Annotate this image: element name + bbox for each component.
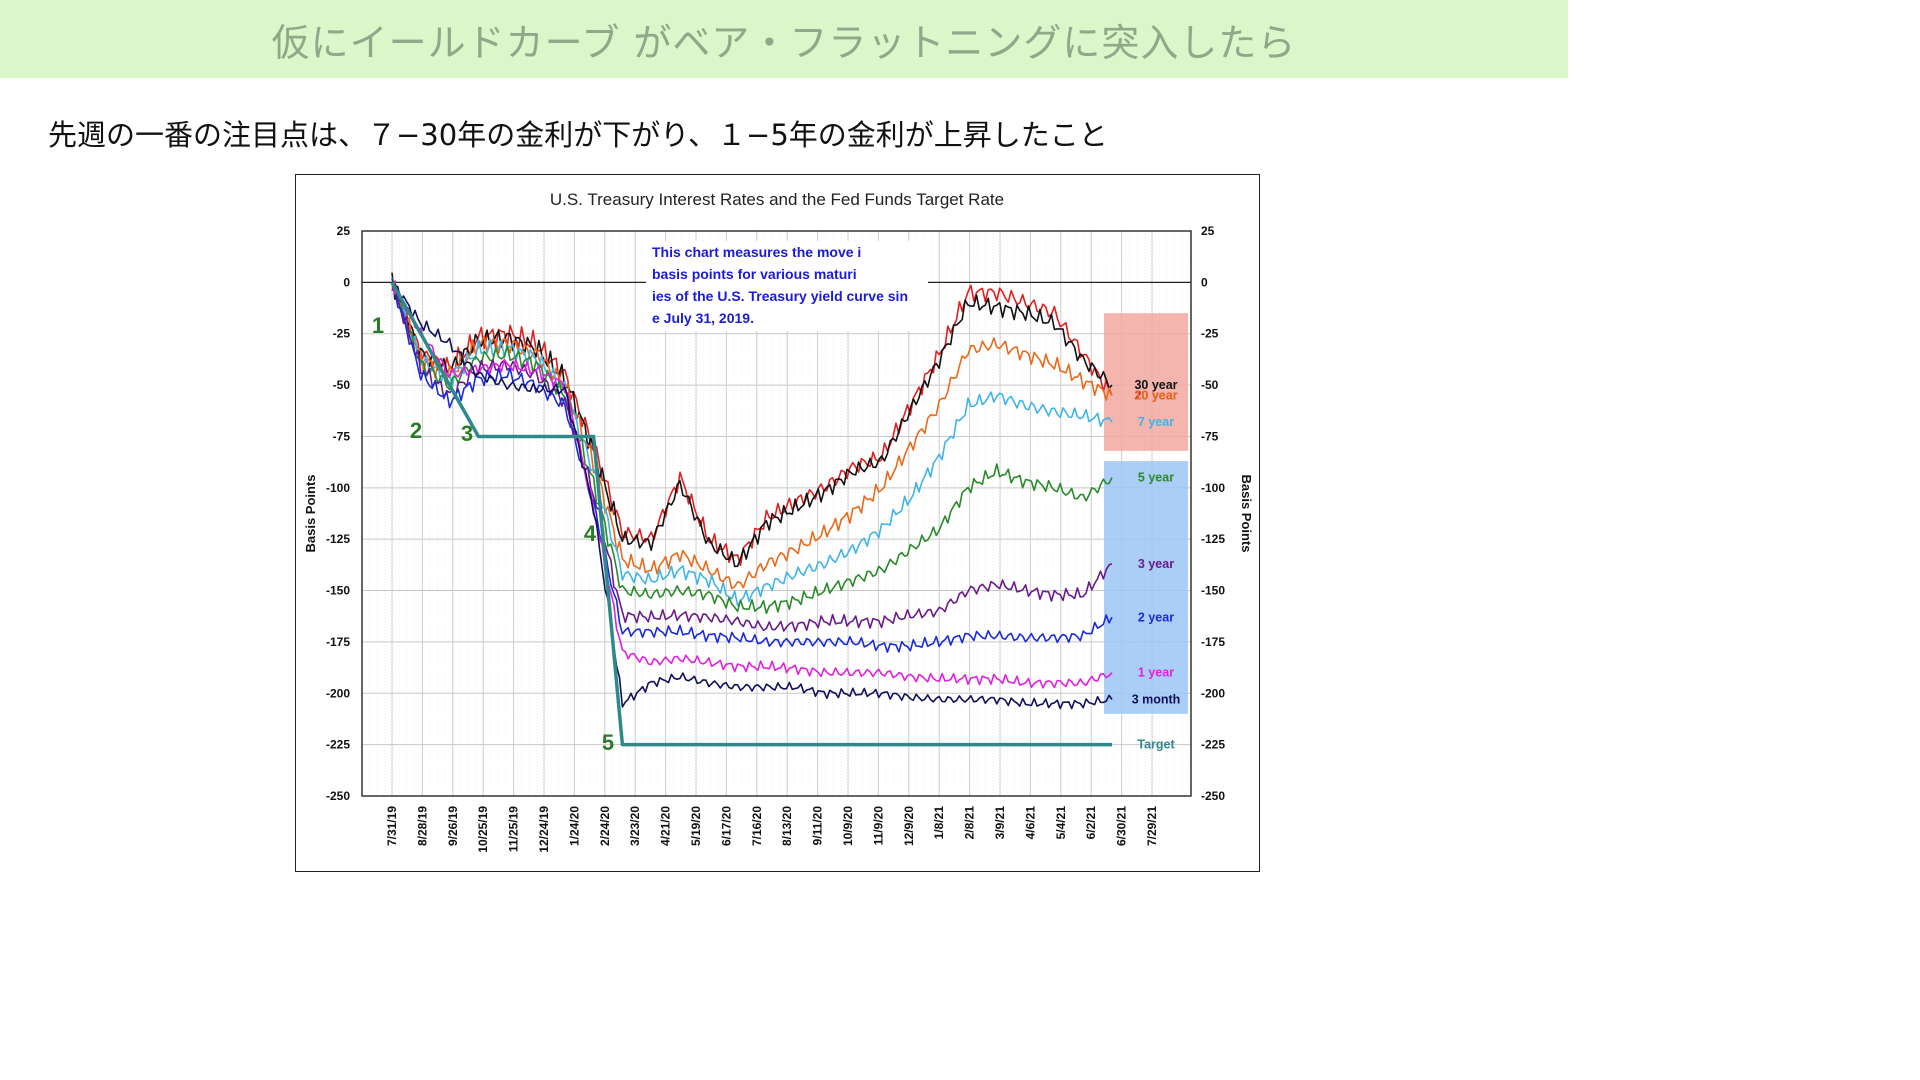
series-label: 3 year <box>1138 557 1174 571</box>
y-tick-label-right: -100 <box>1201 481 1225 495</box>
x-tick-label: 7/29/21 <box>1145 806 1159 846</box>
chart-frame: U.S. Treasury Interest Rates and the Fed… <box>295 174 1260 872</box>
series-line <box>391 283 1113 615</box>
x-tick-label: 8/28/19 <box>415 806 429 846</box>
y-tick-label-left: -250 <box>326 789 350 803</box>
y-tick-label-right: -125 <box>1201 532 1225 546</box>
banner-title: 仮にイールドカーブ がベア・フラットニングに突入したら <box>271 20 1297 65</box>
y-tick-label-left: -150 <box>326 584 350 598</box>
subtitle: 先週の一番の注目点は、７−30年の金利が下がり、１−5年の金利が上昇したこと <box>48 118 1108 152</box>
y-axis-label-left: Basis Points <box>303 474 318 552</box>
series-line <box>391 281 1113 710</box>
x-tick-label: 10/25/19 <box>476 806 490 853</box>
y-tick-label-right: -75 <box>1201 429 1219 443</box>
x-tick-label: 11/9/20 <box>871 806 885 846</box>
series-line <box>391 282 1113 689</box>
series-label: 7 year <box>1138 415 1174 429</box>
marker-number: 5 <box>602 730 614 755</box>
y-tick-label-right: -50 <box>1201 378 1219 392</box>
chart: U.S. Treasury Interest Rates and the Fed… <box>303 190 1254 853</box>
y-tick-label-right: 25 <box>1201 224 1215 238</box>
x-tick-label: 6/30/21 <box>1115 806 1129 846</box>
y-tick-label-left: -50 <box>333 378 351 392</box>
marker-number: 4 <box>584 521 597 546</box>
y-tick-label-left: -200 <box>326 686 350 700</box>
x-tick-label: 1/24/20 <box>567 806 581 846</box>
x-tick-label: 4/6/21 <box>1023 806 1037 840</box>
series-label: 1 year <box>1138 666 1174 680</box>
y-axis-label-right: Basis Points <box>1239 474 1254 552</box>
x-tick-label: 3/23/20 <box>628 806 642 846</box>
axis-layer: 7/31/19 8/28/19 9/26/19 10/25/19 11/25/19 12/… <box>303 224 1254 853</box>
y-tick-label-right: -250 <box>1201 789 1225 803</box>
plot-border <box>361 230 1192 797</box>
annotation-bg <box>646 241 928 331</box>
marker-number: 2 <box>410 418 422 443</box>
series-label: 2 year <box>1138 610 1174 624</box>
x-tick-label: 12/9/20 <box>902 806 916 846</box>
y-tick-label-left: -175 <box>326 635 350 649</box>
x-tick-label: 5/19/20 <box>689 806 703 846</box>
series-label: 20 year <box>1134 388 1177 402</box>
y-tick-label-right: -150 <box>1201 584 1225 598</box>
x-tick-label: 7/31/19 <box>385 806 399 846</box>
series-label: 30 year <box>1134 378 1177 392</box>
y-tick-label-left: -75 <box>333 429 351 443</box>
y-tick-label-left: -25 <box>333 327 351 341</box>
chart-title: U.S. Treasury Interest Rates and the Fed… <box>550 190 1004 209</box>
y-tick-label-left: -125 <box>326 532 350 546</box>
x-tick-label: 6/17/20 <box>719 806 733 846</box>
series-label: 5 year <box>1138 471 1174 485</box>
y-tick-label-left: 0 <box>343 275 350 289</box>
series-line <box>391 280 1113 567</box>
y-tick-label-right: 0 <box>1201 275 1208 289</box>
x-tick-label: 2/24/20 <box>598 806 612 846</box>
annotation-line: e July 31, 2019. <box>652 310 754 326</box>
annotation-line: basis points for various maturi <box>652 266 857 282</box>
series-line <box>391 278 1113 653</box>
x-tick-label: 10/9/20 <box>841 806 855 846</box>
y-tick-label-left: 25 <box>337 224 351 238</box>
y-tick-label-right: -225 <box>1201 738 1225 752</box>
x-tick-label: 8/13/20 <box>780 806 794 846</box>
annotation-line: This chart measures the move i <box>652 244 861 260</box>
series-label: 10 year <box>1134 388 1177 402</box>
y-tick-label-left: -225 <box>326 738 350 752</box>
legend-boxes <box>1104 313 1188 714</box>
x-tick-label: 9/26/19 <box>446 806 460 846</box>
banner: 仮にイールドカーブ がベア・フラットニングに突入したら <box>0 0 1568 78</box>
x-tick-label: 4/21/20 <box>659 806 673 846</box>
series-line <box>390 281 1112 747</box>
y-tick-label-right: -25 <box>1201 327 1219 341</box>
series-line <box>391 283 1113 633</box>
series-line <box>391 277 1113 607</box>
x-tick-label: 1/8/21 <box>932 806 946 840</box>
y-tick-label-right: -200 <box>1201 686 1225 700</box>
x-tick-label: 3/9/21 <box>993 806 1007 840</box>
x-tick-label: 12/24/19 <box>537 806 551 853</box>
series-label: 3 month <box>1132 692 1181 706</box>
legend-box <box>1104 461 1188 714</box>
legend-box <box>1104 313 1188 451</box>
y-tick-label-left: -100 <box>326 481 350 495</box>
x-tick-label: 6/2/21 <box>1084 806 1098 840</box>
marker-number: 3 <box>461 421 473 446</box>
x-tick-label: 11/25/19 <box>507 806 521 852</box>
x-tick-label: 7/16/20 <box>750 806 764 846</box>
x-tick-label: 5/4/21 <box>1054 806 1068 840</box>
series-label: Target <box>1137 738 1175 752</box>
annotation-line: ies of the U.S. Treasury yield curve sin <box>652 288 908 304</box>
x-tick-label: 9/11/20 <box>811 806 825 846</box>
annotation-layer: This chart measures the move i basis poi… <box>372 241 928 755</box>
y-tick-label-right: -175 <box>1201 635 1225 649</box>
marker-number: 1 <box>372 313 384 338</box>
x-tick-label: 2/8/21 <box>963 806 977 840</box>
